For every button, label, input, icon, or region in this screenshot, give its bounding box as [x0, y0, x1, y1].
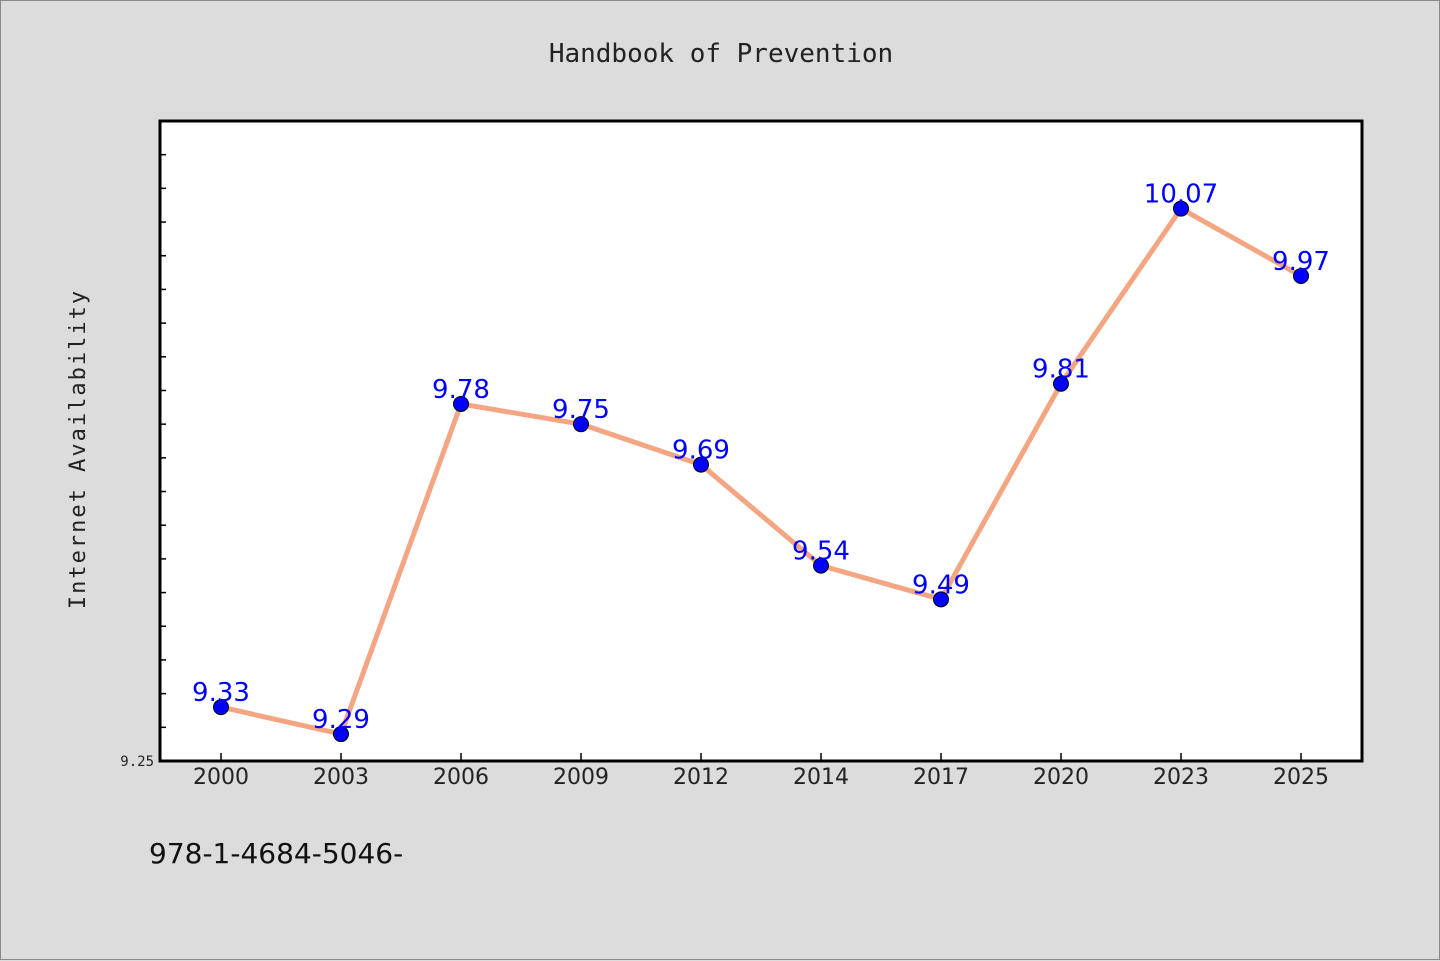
data-point	[453, 395, 469, 412]
data-label: 9.78	[432, 375, 490, 405]
y-tick-label: 9.25	[120, 754, 154, 770]
data-label: 9.29	[312, 705, 370, 735]
data-point	[693, 456, 709, 473]
data-label: 9.81	[1032, 355, 1090, 385]
data-label: 9.33	[192, 678, 250, 708]
y-axis-label: Internet Availability	[66, 289, 91, 609]
data-point	[933, 591, 949, 608]
data-point	[573, 416, 589, 433]
data-point	[1173, 200, 1189, 217]
x-tick-label: 2000	[193, 765, 249, 790]
x-tick-label: 2014	[793, 765, 849, 790]
data-label: 9.54	[792, 537, 850, 567]
x-axis: 2000 2003 2006 2009 2012 2014 2017 2020 2023 2025	[193, 753, 1329, 790]
data-label: 9.75	[552, 395, 610, 425]
data-point	[213, 699, 229, 716]
chart-title: Handbook of Prevention	[549, 39, 893, 69]
x-tick-label: 2003	[313, 765, 369, 790]
series-line	[213, 200, 1309, 743]
data-label: 9.69	[672, 436, 730, 466]
y-axis: 9.25	[120, 120, 166, 770]
data-label: 9.49	[912, 570, 970, 600]
data-point	[333, 726, 349, 743]
data-labels: 9.33 9.29 9.78 9.75 9.69 9.54 9.49 9.81 10.07 9.9…	[192, 180, 1330, 735]
x-tick-label: 2025	[1273, 765, 1329, 790]
data-point	[1293, 267, 1309, 284]
data-point	[813, 557, 829, 574]
data-label: 9.97	[1272, 247, 1330, 277]
plot-area	[158, 119, 1364, 763]
x-tick-label: 2017	[913, 765, 969, 790]
data-point	[1053, 375, 1069, 392]
x-tick-label: 2020	[1033, 765, 1089, 790]
series-path	[220, 206, 1303, 737]
x-tick-label: 2009	[553, 765, 609, 790]
x-tick-label: 2012	[673, 765, 729, 790]
data-label: 10.07	[1144, 180, 1218, 210]
x-tick-label: 2006	[433, 765, 489, 790]
footer-text: 978-1-4684-5046-	[149, 837, 403, 870]
x-tick-label: 2023	[1153, 765, 1209, 790]
